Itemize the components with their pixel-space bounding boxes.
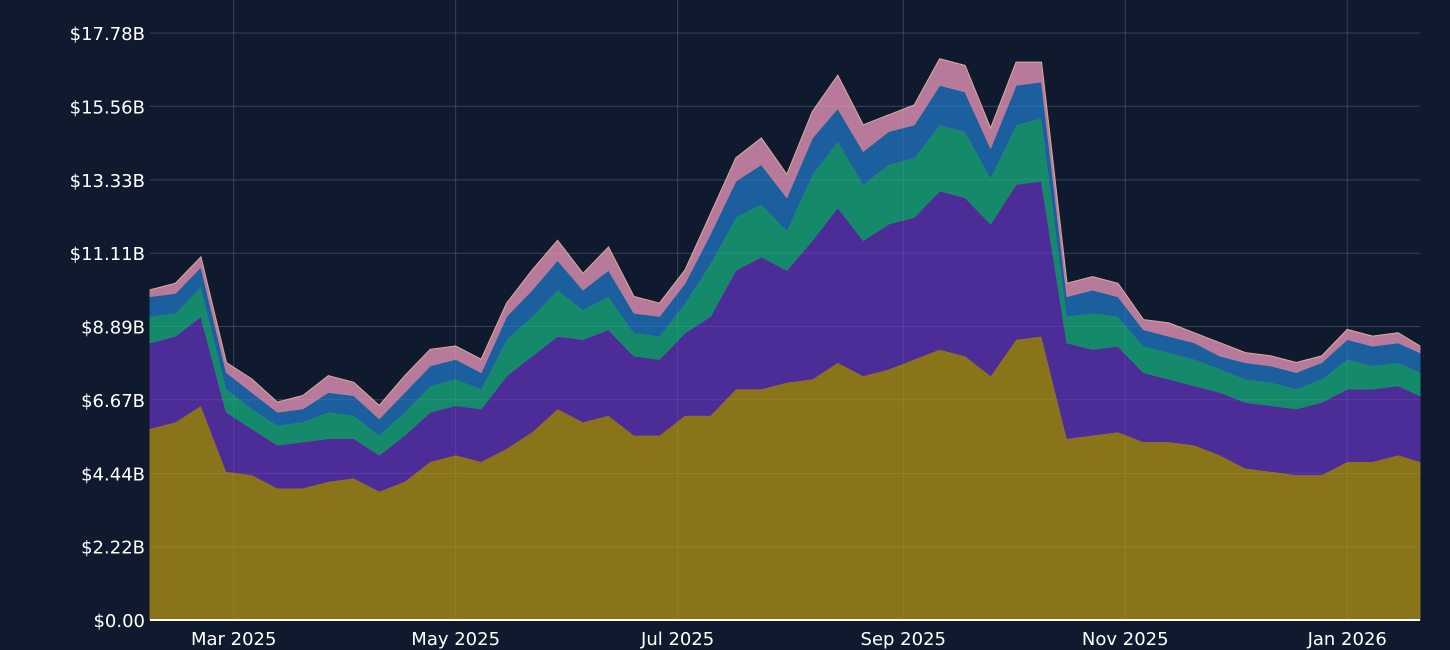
x-tick-label: Jul 2025 [640, 629, 714, 650]
x-tick-label: Sep 2025 [861, 629, 946, 650]
y-tick-label: $15.56B [70, 97, 145, 118]
x-tick-label: May 2025 [411, 629, 500, 650]
areas [149, 58, 1421, 621]
x-tick-label: Jan 2026 [1307, 629, 1387, 650]
x-tick-label: Mar 2025 [191, 629, 277, 650]
y-tick-label: $8.89B [81, 318, 145, 339]
y-tick-label: $4.44B [81, 464, 145, 485]
y-tick-label: $11.11B [70, 244, 145, 265]
y-tick-label: $0.00 [93, 611, 145, 632]
area [149, 58, 1421, 420]
y-tick-label: $2.22B [81, 538, 145, 559]
x-tick-label: Nov 2025 [1082, 629, 1169, 650]
y-tick-label: $17.78B [70, 24, 145, 45]
y-tick-label: $13.33B [70, 171, 145, 192]
y-tick-label: $6.67B [81, 391, 145, 412]
area-edge [149, 58, 1421, 407]
